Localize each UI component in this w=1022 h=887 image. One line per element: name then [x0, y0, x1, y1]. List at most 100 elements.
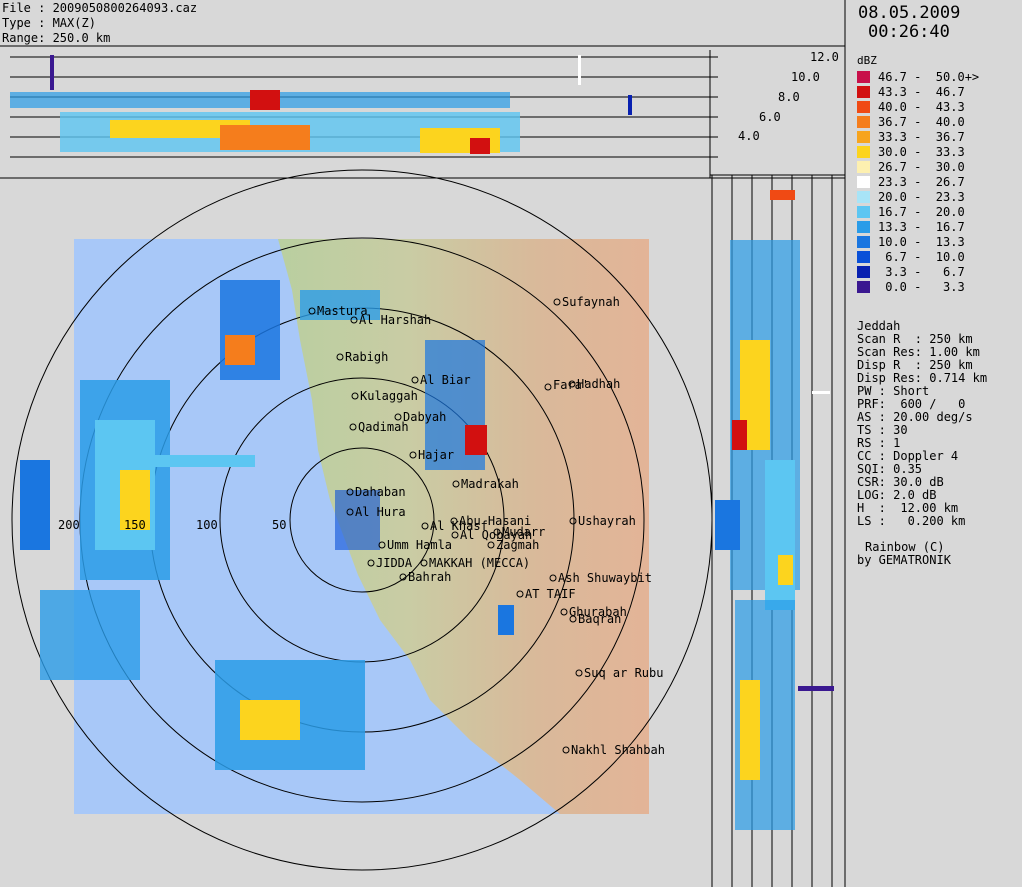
legend-entry: 6.7 - 10.0	[857, 249, 1017, 264]
city-sufaynah: Sufaynah	[553, 295, 620, 309]
range-label-50: 50	[272, 518, 286, 532]
legend-entry: 3.3 - 6.7	[857, 264, 1017, 279]
map-label: AT TAIF	[525, 587, 576, 601]
radar-param: H : 12.00 km	[857, 501, 959, 515]
map-label: Ushayrah	[578, 514, 636, 528]
legend-swatch	[857, 190, 870, 203]
city-ushayrah: Ushayrah	[569, 514, 636, 528]
city-makkah: MAKKAH (MECCA)	[420, 556, 530, 570]
legend-entry: 33.3 - 36.7	[857, 129, 1017, 144]
legend-swatch	[857, 85, 870, 98]
legend-swatch	[857, 115, 870, 128]
legend-entry: 10.0 - 13.3	[857, 234, 1017, 249]
city-suq-ar-rubu: Suq ar Rubu	[575, 666, 663, 680]
city-hadhah: Hadhah	[568, 377, 620, 391]
legend-label: 26.7 - 30.0	[878, 159, 965, 174]
city-al-harshah: Al Harshah	[350, 313, 431, 327]
height-axis: 12.0 10.0 8.0 6.0 4.0	[738, 50, 839, 143]
radar-param: PW : Short	[857, 384, 930, 398]
map-label: Qadimah	[358, 420, 409, 434]
top-cross-section	[10, 50, 718, 178]
radar-param: Scan R : 250 km	[857, 332, 973, 346]
height-label-6: 6.0	[759, 110, 781, 124]
legend-label: 30.0 - 33.3	[878, 144, 965, 159]
scan-date: 08.05.2009	[858, 3, 961, 23]
city-ghurabah: Ghurabah	[560, 605, 627, 619]
city-bahrah: Bahrah	[399, 570, 451, 584]
legend-swatch	[857, 235, 870, 248]
legend-label: 36.7 - 40.0	[878, 114, 965, 129]
city-jidda: JIDDA	[367, 556, 413, 570]
city-dabyah: Dabyah	[394, 410, 446, 424]
legend-label: 40.0 - 43.3	[878, 99, 965, 114]
city-mastura: Mastura	[308, 304, 368, 318]
map-label: Al Khasf	[430, 519, 488, 533]
legend-entry: 43.3 - 46.7	[857, 84, 1017, 99]
legend-swatch	[857, 100, 870, 113]
map-label: Madrakah	[461, 477, 519, 491]
map-label: Al Hura	[355, 505, 406, 519]
scan-datetime: 08.05.2009 00:26:40	[848, 4, 1020, 42]
map-label: Zagmah	[496, 538, 539, 552]
product-type: Type : MAX(Z)	[2, 16, 96, 30]
legend-entry: 20.0 - 23.3	[857, 189, 1017, 204]
credit: Rainbow (C) by GEMATRONIK	[857, 541, 1017, 567]
radar-param: LOG: 2.0 dB	[857, 488, 937, 502]
radar-param: AS : 20.00 deg/s	[857, 410, 973, 424]
map-label: Suq ar Rubu	[584, 666, 663, 680]
file-name: File : 2009050800264093.caz	[2, 1, 198, 15]
legend-swatch	[857, 130, 870, 143]
height-label-8: 8.0	[778, 90, 800, 104]
legend-entry: 30.0 - 33.3	[857, 144, 1017, 159]
map-label: Al Biar	[420, 373, 471, 387]
map-label: Abu Hasani	[459, 514, 531, 528]
city-zagmah: Zagmah	[487, 538, 539, 552]
city-ash-shuwaybit: Ash Shuwaybit	[549, 571, 652, 585]
range-label-100: 100	[196, 518, 218, 532]
range-ring-50	[289, 447, 435, 593]
city-abu-hasani: Abu Hasani	[450, 514, 531, 528]
legend-entry: 23.3 - 26.7	[857, 174, 1017, 189]
color-legend: dBZ 46.7 - 50.0+> 43.3 - 46.7 40.0 - 43.3 3…	[857, 54, 1017, 294]
city-al-khasf: Al Khasf	[421, 519, 488, 533]
city-madrakah: Madrakah	[452, 477, 519, 491]
map-label: Al Qobayah	[460, 528, 532, 542]
city-qadimah: Qadimah	[349, 420, 409, 434]
legend-entry: 46.7 - 50.0+>	[857, 69, 1017, 84]
legend-label: 46.7 - 50.0+>	[878, 69, 980, 84]
file-info: File : 2009050800264093.caz Type : MAX(Z)…	[2, 1, 197, 46]
map-label: Sufaynah	[562, 295, 620, 309]
map-label: Ash Shuwaybit	[558, 571, 652, 585]
city-al-biar: Al Biar	[411, 373, 471, 387]
range-labels: 200 150 100 50	[58, 518, 286, 532]
legend-label: 10.0 - 13.3	[878, 234, 965, 249]
map-label: Dahaban	[355, 485, 406, 499]
city-rabigh: Rabigh	[336, 350, 388, 364]
legend-rows: 46.7 - 50.0+> 43.3 - 46.7 40.0 - 43.3 36.7 …	[857, 69, 1017, 294]
echo-cells	[20, 280, 514, 770]
scan-time: 00:26:40	[868, 22, 950, 42]
map-label: Bahrah	[408, 570, 451, 584]
credit-line: Rainbow (C)	[865, 540, 945, 554]
city-al-hura: Al Hura	[346, 505, 406, 519]
city-mudarr: Mudarr	[493, 525, 545, 539]
legend-swatch	[857, 205, 870, 218]
range-label-200: 200	[58, 518, 80, 532]
map-label: Fara'	[553, 378, 589, 392]
height-label-4: 4.0	[738, 129, 760, 143]
legend-label: 0.0 - 3.3	[878, 279, 965, 294]
city-dahaban: Dahaban	[346, 485, 406, 499]
radar-param: LS : 0.200 km	[857, 514, 966, 528]
radar-param: CC : Doppler 4	[857, 449, 959, 463]
legend-label: 33.3 - 36.7	[878, 129, 965, 144]
legend-swatch	[857, 175, 870, 188]
land-area	[278, 239, 649, 814]
legend-entry: 16.7 - 20.0	[857, 204, 1017, 219]
radar-site-name: Jeddah	[857, 319, 901, 333]
legend-label: 3.3 - 6.7	[878, 264, 965, 279]
map-label: Rabigh	[345, 350, 388, 364]
legend-swatch	[857, 145, 870, 158]
radar-param: Disp R : 250 km	[857, 358, 973, 372]
city-fara: Fara'	[544, 378, 589, 392]
